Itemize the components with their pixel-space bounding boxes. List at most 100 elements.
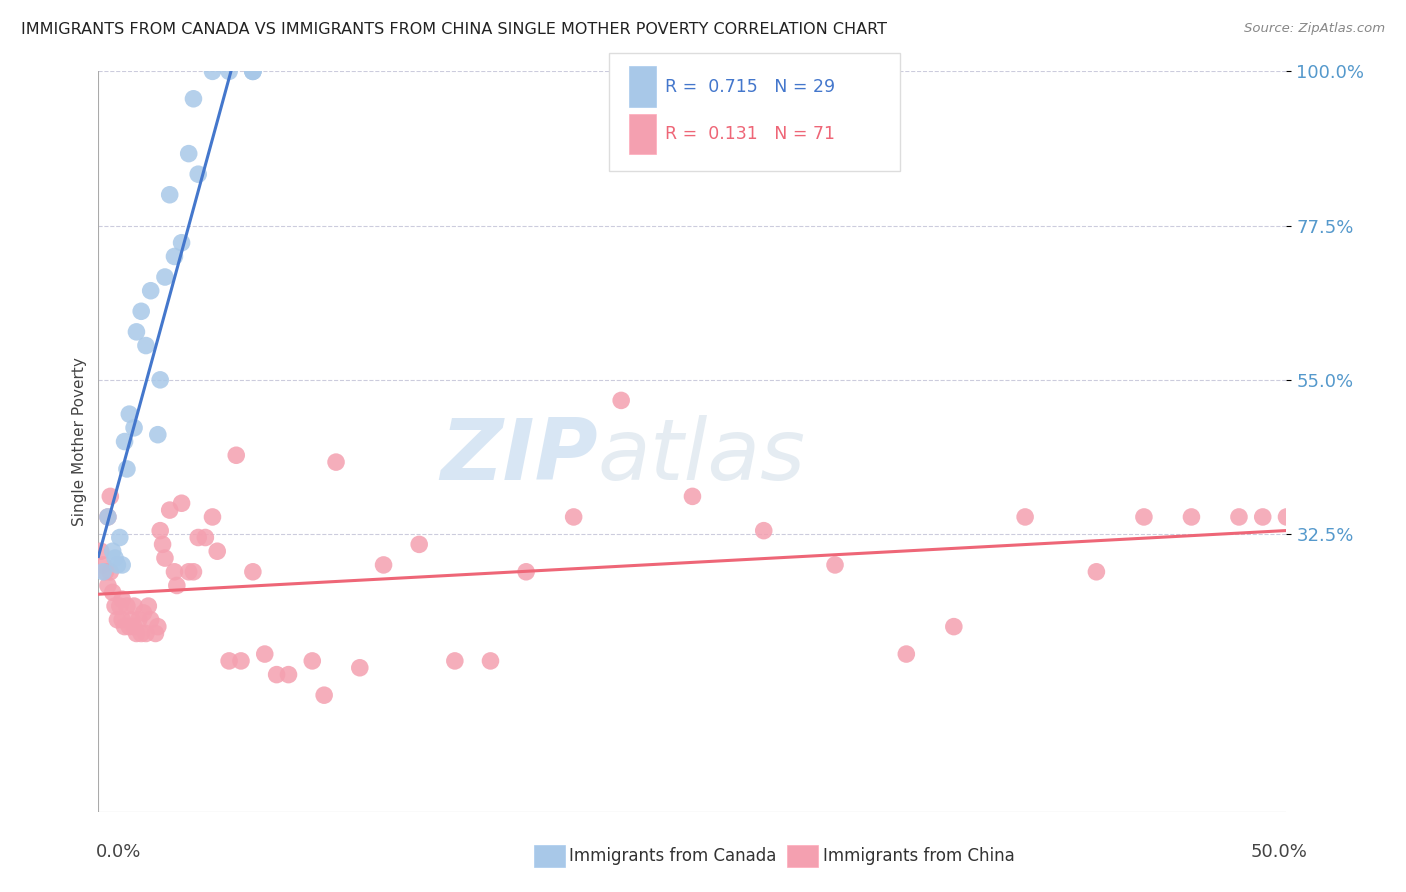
Point [115, 462, 138, 476]
Point [1227, 510, 1250, 524]
Text: 0.0%: 0.0% [96, 843, 141, 861]
Point [229, 654, 252, 668]
Point [114, 619, 136, 633]
Point [301, 654, 323, 668]
Point [610, 393, 633, 408]
Point [153, 551, 176, 566]
Point [824, 558, 846, 572]
Point [91, 558, 114, 572]
Point [163, 565, 186, 579]
Point [107, 613, 129, 627]
Text: Immigrants from Canada: Immigrants from Canada [569, 847, 776, 865]
Point [107, 558, 129, 572]
Point [90, 544, 112, 558]
Point [122, 599, 145, 613]
Point [183, 92, 205, 106]
Text: Source: ZipAtlas.com: Source: ZipAtlas.com [1244, 22, 1385, 36]
Point [111, 558, 134, 572]
Point [373, 558, 395, 572]
Point [122, 619, 145, 633]
Point [349, 661, 371, 675]
Point [896, 647, 918, 661]
Y-axis label: Single Mother Poverty: Single Mother Poverty [72, 357, 87, 526]
Point [129, 626, 152, 640]
Point [444, 654, 467, 668]
Point [515, 565, 537, 579]
Point [177, 146, 200, 161]
Point [101, 585, 124, 599]
Text: 50.0%: 50.0% [1251, 843, 1308, 861]
Point [314, 688, 336, 702]
Point [121, 613, 143, 627]
Text: IMMIGRANTS FROM CANADA VS IMMIGRANTS FROM CHINA SINGLE MOTHER POVERTY CORRELATIO: IMMIGRANTS FROM CANADA VS IMMIGRANTS FRO… [21, 22, 887, 37]
Point [104, 551, 127, 566]
Point [225, 448, 247, 462]
Point [752, 524, 775, 538]
Point [325, 455, 347, 469]
FancyBboxPatch shape [630, 113, 655, 154]
Point [128, 613, 150, 627]
Point [187, 531, 209, 545]
Point [139, 613, 162, 627]
Point [122, 421, 145, 435]
Point [108, 599, 131, 613]
Point [170, 496, 193, 510]
Point [125, 325, 148, 339]
Point [146, 427, 169, 442]
Point [1180, 510, 1202, 524]
Text: Immigrants from China: Immigrants from China [823, 847, 1014, 865]
Point [94, 565, 117, 579]
Point [277, 667, 299, 681]
Point [1251, 510, 1274, 524]
Point [114, 434, 136, 449]
FancyBboxPatch shape [630, 66, 655, 107]
Point [97, 510, 120, 524]
Point [101, 544, 124, 558]
FancyBboxPatch shape [534, 845, 565, 867]
Text: ZIP: ZIP [440, 415, 598, 498]
Point [177, 565, 200, 579]
Point [253, 647, 276, 661]
Point [146, 619, 169, 633]
Point [115, 599, 138, 613]
Point [242, 565, 264, 579]
Point [97, 578, 120, 592]
Point [139, 284, 162, 298]
Point [242, 64, 264, 78]
Point [135, 338, 157, 352]
Point [242, 64, 264, 78]
Point [153, 270, 176, 285]
Point [201, 64, 224, 78]
FancyBboxPatch shape [609, 53, 900, 171]
Point [149, 524, 172, 538]
Point [108, 531, 131, 545]
Point [194, 531, 217, 545]
Point [163, 250, 186, 264]
Point [91, 565, 114, 579]
Point [145, 626, 167, 640]
Point [218, 64, 240, 78]
Point [479, 654, 502, 668]
Point [187, 167, 209, 181]
Point [132, 606, 155, 620]
Point [98, 565, 121, 579]
Point [111, 613, 134, 627]
Text: R =  0.131   N = 71: R = 0.131 N = 71 [665, 125, 835, 143]
Point [681, 489, 703, 503]
Point [166, 578, 188, 592]
Point [98, 489, 121, 503]
Point [149, 373, 172, 387]
Point [1085, 565, 1108, 579]
Point [207, 544, 229, 558]
Point [183, 565, 205, 579]
Point [129, 304, 152, 318]
Text: R =  0.715   N = 29: R = 0.715 N = 29 [665, 78, 835, 95]
Point [159, 503, 181, 517]
Point [152, 537, 174, 551]
Point [942, 619, 965, 633]
Point [218, 654, 240, 668]
Point [170, 235, 193, 250]
Point [242, 64, 264, 78]
Point [135, 626, 157, 640]
Point [266, 667, 288, 681]
